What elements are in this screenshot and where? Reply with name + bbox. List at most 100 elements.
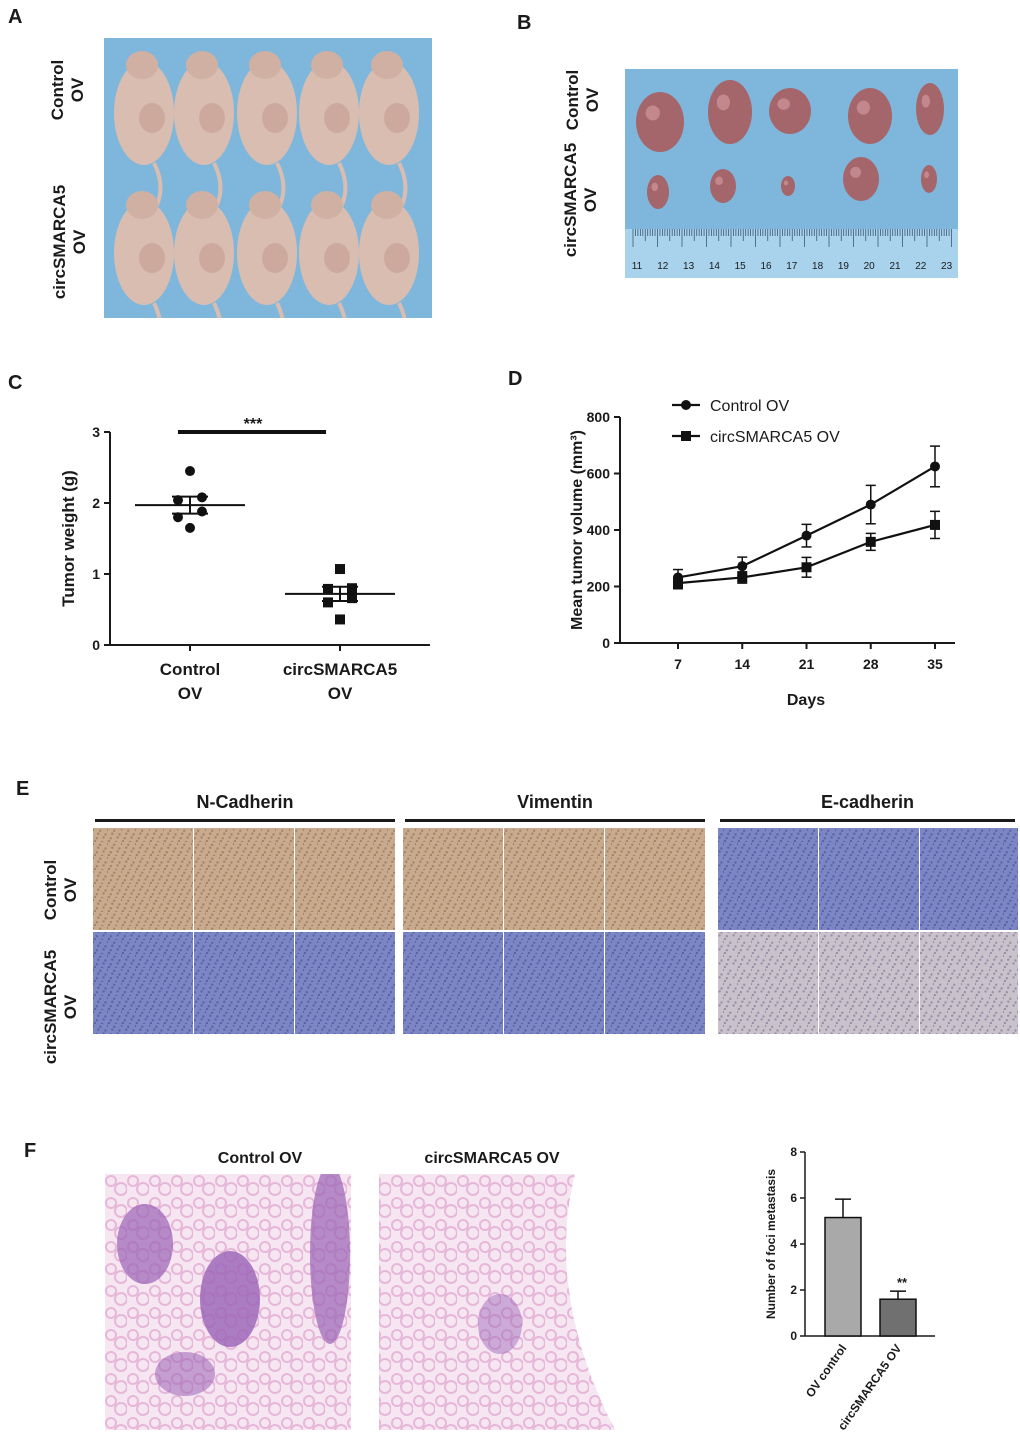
legend-label: Control OV: [710, 398, 789, 415]
y-tick-label: 0: [790, 1329, 797, 1343]
x-category-label: OV: [178, 684, 203, 703]
tumors-photo-svg: 11 12 13 14 15 16 17 18 19 20 21 22 23: [625, 69, 958, 278]
data-point: [865, 499, 876, 510]
ihc-tile: [403, 828, 503, 930]
y-tick-label: 4: [790, 1237, 797, 1251]
ihc-tile: [819, 932, 919, 1034]
marker-rule-n-cadherin: [95, 819, 395, 822]
panel-a-row-label-control: Control OV: [48, 30, 92, 150]
data-point: [737, 572, 748, 583]
data-point: [737, 561, 748, 572]
tumor-volume-chart: 0 200 400 600 800 7 14 21 28 35 Days Mean tumor vol…: [569, 398, 955, 709]
panel-letter-e: E: [16, 778, 30, 800]
data-point: [930, 461, 940, 472]
ihc-tile: [605, 932, 705, 1034]
marker-vimentin: Vimentin: [517, 792, 593, 812]
tumor: [848, 88, 892, 144]
data-point: [347, 583, 357, 594]
y-tick-label: 800: [587, 409, 611, 425]
legend-marker: [681, 431, 691, 441]
panel-e-row-label-control: Control OV: [41, 835, 85, 945]
panel-e-row-label-treated: circSMARCA5 OV: [41, 932, 85, 1082]
data-point: [801, 530, 812, 541]
y-tick-label: 200: [587, 579, 611, 595]
mouse: [114, 191, 174, 318]
data-point: [335, 564, 345, 575]
ihc-tile: [194, 828, 294, 930]
y-tick-label: 2: [790, 1283, 797, 1297]
y-tick-label: 1: [92, 566, 100, 582]
panel-b-row-label-treated-text: circSMARCA5 OV: [561, 142, 600, 258]
panel-b-row-label-control-text: Control OV: [563, 69, 602, 131]
mice-photo: [104, 38, 432, 318]
ihc-tile: [920, 828, 1018, 930]
ruler-tick-label: 13: [683, 261, 695, 272]
ihc-tile: [504, 932, 604, 1034]
bar: [824, 1216, 862, 1337]
ihc-tile: [295, 932, 395, 1034]
data-point: [185, 466, 195, 477]
legend-marker: [681, 400, 691, 410]
bar: [879, 1298, 917, 1337]
x-tick-label: 35: [927, 656, 943, 672]
mouse: [114, 51, 174, 248]
marker-rule-e-cadherin: [720, 819, 1015, 822]
tumor: [769, 88, 811, 134]
ihc-tile: [504, 828, 604, 930]
he-title-control: Control OV: [217, 1150, 303, 1167]
ihc-tile: [93, 828, 193, 930]
ruler-tick-label: 14: [709, 261, 721, 272]
ihc-tile: [920, 932, 1018, 1034]
y-tick-label: 0: [602, 635, 610, 651]
ihc-tile: [194, 932, 294, 1034]
y-tick-label: 6: [790, 1191, 797, 1205]
ruler-tick-label: 19: [838, 261, 850, 272]
ihc-tile: [718, 828, 818, 930]
he-lung-images: [105, 1174, 615, 1430]
mouse: [174, 191, 234, 318]
data-point: [185, 522, 195, 533]
ihc-tile: [403, 932, 503, 1034]
mouse: [174, 51, 234, 248]
tumor: [781, 176, 795, 196]
mouse: [359, 51, 419, 248]
marker-rule-vimentin: [405, 819, 705, 822]
ruler-tick-label: 16: [760, 261, 772, 272]
tumor-weight-chart: 0 1 2 3 Tumor weight (g) Control OV circSMARCA5…: [59, 416, 430, 703]
tumor: [647, 175, 669, 209]
ihc-tile: [93, 932, 193, 1034]
ruler-tick-label: 12: [657, 261, 669, 272]
x-tick-label: 21: [799, 656, 815, 672]
y-tick-label: 3: [92, 424, 100, 440]
marker-n-cadherin: N-Cadherin: [196, 792, 294, 812]
panel-letter-a: A: [8, 6, 23, 28]
y-axis-label: Number of foci metastasis: [764, 1169, 778, 1319]
significance-label: **: [897, 1275, 908, 1290]
mouse: [299, 191, 359, 318]
x-category-label: Control: [160, 660, 220, 679]
tumors-photo: 11 12 13 14 15 16 17 18 19 20 21 22 23: [625, 69, 958, 278]
ruler-tick-label: 17: [786, 261, 798, 272]
data-point: [173, 512, 183, 523]
ruler-tick-label: 11: [632, 261, 643, 272]
y-tick-label: 8: [790, 1145, 797, 1159]
mice-group: [114, 51, 419, 318]
tumor-group: [636, 80, 944, 209]
panel-letter-d: D: [508, 368, 523, 390]
data-point: [173, 495, 183, 506]
x-category-label: OV: [328, 684, 353, 703]
tumor: [708, 80, 752, 144]
tumor: [636, 92, 684, 152]
y-axis-label: Tumor weight (g): [59, 470, 78, 607]
ruler-tick-label: 22: [915, 261, 927, 272]
panel-b-row-label-treated: circSMARCA5 OV: [561, 125, 605, 275]
data-point: [865, 536, 876, 547]
legend-label: circSMARCA5 OV: [710, 429, 840, 446]
mouse: [237, 191, 297, 318]
ihc-tile: [819, 828, 919, 930]
tumor: [916, 83, 944, 135]
he-title-treated: circSMARCA5 OV: [424, 1150, 560, 1167]
y-tick-label: 400: [587, 522, 611, 538]
panel-letter-c: C: [8, 372, 23, 394]
panel-e-row-label-control-text: Control OV: [41, 859, 80, 921]
